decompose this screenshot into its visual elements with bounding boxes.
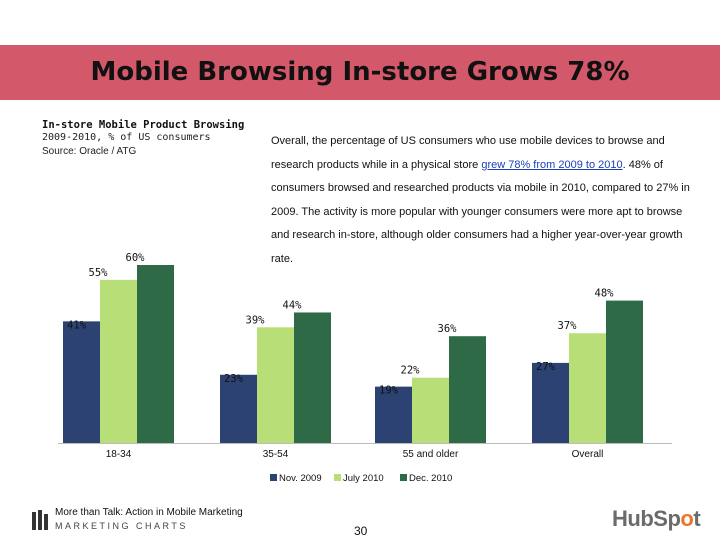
data-label: 22% [401,365,421,377]
summary-link[interactable]: grew 78% from 2009 to 2010 [481,158,623,171]
bar-55-and-older-1 [412,377,449,443]
hubspot-logo-o: o [680,506,694,531]
data-label: 39% [246,314,266,326]
slide-title: Mobile Browsing In-store Grows 78% [90,57,630,87]
bar-35-54-2 [294,312,331,443]
bar-18-34-2 [137,265,174,443]
legend-label: July 2010 [343,473,384,484]
bar-35-54-1 [257,327,294,443]
legend-swatch [334,474,341,481]
bar-18-34-1 [100,279,137,443]
footer-brand: MARKETING CHARTS [55,521,188,531]
category-label: 18-34 [106,449,132,460]
chart-source: Source: Oracle / ATG [42,146,137,157]
data-label: 41% [67,319,87,331]
legend-label: Nov. 2009 [279,473,322,484]
data-label: 37% [558,320,578,332]
category-label: 35-54 [263,449,289,460]
bar-35-54-0 [220,374,257,443]
summary-text-after: . 48% of consumers browsed and researche… [271,158,690,265]
bar-55-and-older-0 [375,386,412,443]
hubspot-logo-t: t [693,506,701,531]
bar-55-and-older-2 [449,336,486,443]
summary-paragraph: Overall, the percentage of US consumers … [271,130,701,271]
data-label: 60% [126,252,146,264]
bar-overall-1 [569,333,606,443]
chart-title: In-store Mobile Product Browsing [42,119,245,131]
bar-overall-0 [532,362,569,443]
data-label: 44% [283,299,303,311]
data-label: 55% [89,267,109,279]
data-label: 23% [224,373,244,385]
marketing-charts-logo-icon [32,510,50,530]
hubspot-logo-hub: HubSp [612,506,681,531]
page-number: 30 [354,524,368,538]
legend-swatch [270,474,277,481]
chart-subtitle: 2009-2010, % of US consumers [42,132,211,143]
legend-label: Dec. 2010 [409,473,452,484]
category-label: Overall [572,449,604,460]
category-label: 55 and older [403,449,459,460]
hubspot-logo: HubSpot [612,506,701,532]
data-label: 27% [536,361,556,373]
legend-swatch [400,474,407,481]
title-banner [0,45,720,100]
data-label: 36% [438,323,458,335]
summary-text-before: Overall, the percentage of US consumers … [271,135,665,171]
bar-18-34-0 [63,321,100,443]
footer-tagline: More than Talk: Action in Mobile Marketi… [55,507,243,518]
data-label: 48% [595,288,615,300]
data-label: 19% [379,385,399,397]
bar-overall-2 [606,300,643,443]
